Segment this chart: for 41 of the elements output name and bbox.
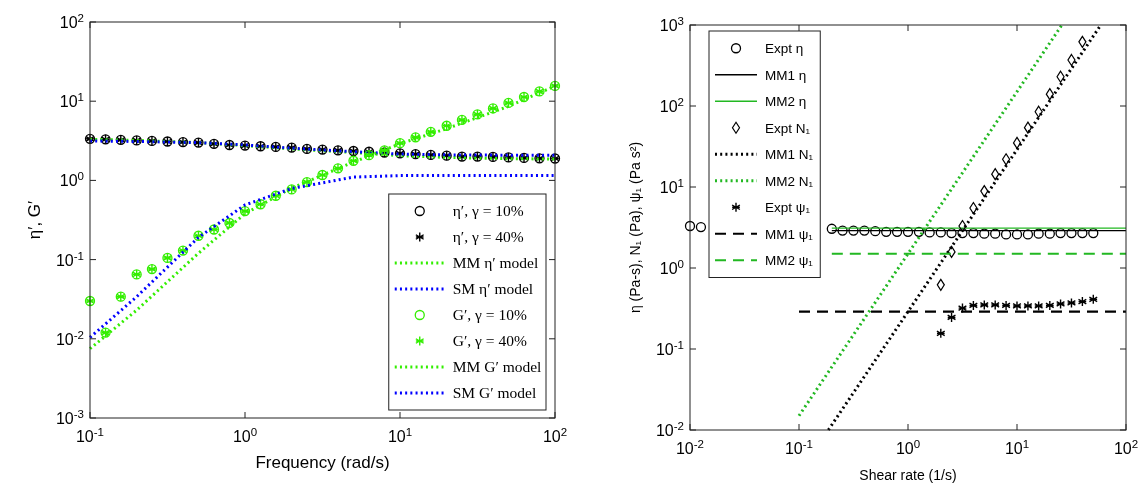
legend-label: Expt N₁ (765, 120, 811, 136)
legend-label: G′, γ = 40% (452, 332, 527, 349)
x-tick-label: 10$^{2}$ (1113, 438, 1139, 457)
legend-label: MM1 N₁ (765, 147, 814, 163)
legend-label: MM2 ψ₁ (765, 253, 814, 269)
legend-label: SM G′ model (452, 384, 537, 401)
y-tick-label: 10$^{2}$ (59, 12, 84, 31)
y-tick-label: 10$^{2}$ (659, 96, 684, 115)
legend-label: MM η′ model (452, 254, 539, 271)
legend-label: G′, γ = 10% (452, 306, 527, 323)
legend-label: SM η′ model (452, 280, 534, 297)
y-tick-label: 10$^{-3}$ (55, 408, 84, 427)
y-tick-label: 10$^{0}$ (59, 170, 84, 190)
y-tick-label: 10$^{0}$ (659, 258, 684, 277)
x-tick-label: 10$^{-2}$ (675, 438, 705, 457)
legend-label: MM2 N₁ (765, 173, 814, 189)
x-tick-label: 10$^{0}$ (232, 426, 258, 445)
y-tick-label: 10$^{-1}$ (55, 249, 84, 269)
y-tick-label: 10$^{3}$ (659, 15, 684, 34)
y-tick-label: 10$^{-1}$ (655, 339, 684, 358)
x-tick-label: 10$^{2}$ (542, 426, 568, 445)
y-tick-label: 10$^{1}$ (659, 177, 684, 196)
x-tick-label: 10$^{0}$ (895, 438, 921, 457)
y-tick-label: 10$^{1}$ (59, 91, 84, 111)
legend-label: MM G′ model (452, 358, 542, 375)
y-axis-title: η′, G′ (25, 200, 44, 240)
x-tick-label: 10$^{1}$ (1004, 438, 1030, 457)
legend-label: η′, γ = 10% (452, 202, 524, 219)
legend-label: MM1 ψ₁ (765, 226, 814, 242)
legend-label: MM2 η (765, 94, 807, 110)
x-tick-label: 10$^{-1}$ (784, 438, 814, 457)
y-tick-label: 10$^{-2}$ (55, 328, 84, 348)
x-tick-label: 10$^{-1}$ (75, 426, 105, 445)
legend-label: MM1 η (765, 67, 807, 83)
legend-label: Expt η (765, 41, 804, 57)
x-axis-title: Shear rate (1/s) (859, 467, 957, 483)
y-axis-title: η (Pa-s), N₁ (Pa), ψ₁ (Pa s²) (627, 141, 643, 314)
legend-label: η′, γ = 40% (452, 228, 524, 245)
x-tick-label: 10$^{1}$ (387, 426, 413, 445)
legend-label: Expt ψ₁ (765, 200, 811, 216)
x-axis-title: Frequency (rad/s) (255, 453, 390, 472)
